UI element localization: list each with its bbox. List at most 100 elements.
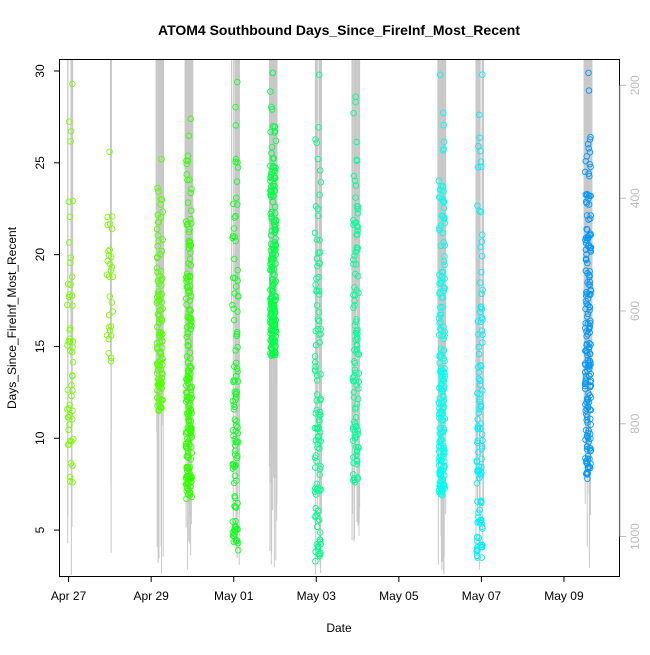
data-point bbox=[438, 277, 446, 285]
data-point bbox=[153, 370, 161, 377]
data-point bbox=[440, 335, 447, 343]
data-point bbox=[476, 207, 483, 215]
data-point bbox=[584, 259, 591, 267]
data-point bbox=[353, 451, 360, 458]
data-point bbox=[583, 200, 590, 207]
data-point bbox=[272, 349, 279, 357]
data-point bbox=[440, 442, 447, 450]
data-point bbox=[436, 359, 443, 367]
data-point bbox=[66, 326, 73, 334]
data-point bbox=[437, 460, 445, 468]
data-point bbox=[317, 463, 324, 470]
data-point bbox=[475, 350, 483, 358]
data-point bbox=[476, 425, 484, 432]
data-point bbox=[155, 358, 162, 366]
data-point bbox=[585, 87, 593, 94]
data-point bbox=[582, 324, 589, 332]
data-point bbox=[354, 427, 362, 434]
data-point bbox=[313, 406, 321, 414]
data-point bbox=[353, 460, 360, 468]
data-point bbox=[354, 330, 361, 337]
data-point bbox=[479, 331, 486, 338]
data-point bbox=[354, 272, 362, 280]
data-point bbox=[184, 481, 191, 489]
data-point bbox=[231, 492, 238, 500]
data-point bbox=[478, 268, 485, 276]
data-point bbox=[188, 207, 195, 214]
data-point bbox=[269, 155, 277, 162]
data-point bbox=[231, 363, 238, 370]
data-point bbox=[440, 369, 448, 376]
data-point bbox=[354, 474, 361, 481]
data-point bbox=[188, 449, 195, 457]
data-point bbox=[477, 304, 485, 311]
data-point bbox=[106, 293, 114, 300]
data-point bbox=[437, 242, 445, 250]
data-point bbox=[103, 332, 111, 339]
data-point bbox=[351, 366, 359, 374]
data-point bbox=[436, 351, 444, 359]
data-point bbox=[440, 284, 448, 292]
data-point bbox=[184, 444, 191, 452]
data-point bbox=[474, 164, 482, 171]
data-point bbox=[587, 286, 594, 294]
data-point bbox=[271, 309, 279, 316]
x-tick-label: May 05 bbox=[379, 589, 419, 603]
data-point bbox=[586, 455, 593, 463]
data-point bbox=[586, 136, 594, 143]
data-point bbox=[474, 437, 482, 445]
data-point bbox=[158, 374, 166, 382]
data-point bbox=[234, 378, 242, 385]
y2-tick-label: 800 bbox=[628, 413, 642, 433]
data-point bbox=[353, 400, 361, 408]
data-point bbox=[440, 323, 447, 331]
data-point bbox=[185, 237, 193, 245]
data-point bbox=[584, 234, 591, 242]
data-point bbox=[314, 507, 322, 514]
data-point bbox=[313, 275, 320, 282]
data-point bbox=[232, 122, 240, 129]
data-point bbox=[353, 316, 360, 323]
data-point bbox=[439, 109, 447, 117]
data-point bbox=[267, 344, 274, 351]
data-point bbox=[158, 276, 165, 284]
data-point bbox=[311, 366, 319, 373]
data-point bbox=[187, 242, 195, 249]
data-point bbox=[476, 381, 484, 388]
data-point bbox=[473, 537, 481, 545]
data-point bbox=[478, 445, 486, 452]
data-point bbox=[109, 308, 116, 315]
data-point bbox=[69, 387, 76, 394]
data-point bbox=[158, 248, 166, 255]
data-point bbox=[353, 223, 361, 230]
y2-tick-label: 400 bbox=[628, 188, 642, 208]
data-point bbox=[156, 291, 163, 299]
data-point bbox=[184, 341, 191, 349]
data-point bbox=[437, 370, 445, 378]
data-point bbox=[314, 316, 322, 323]
data-point bbox=[583, 443, 591, 451]
data-point bbox=[268, 143, 276, 151]
data-point bbox=[271, 187, 278, 195]
data-point bbox=[474, 544, 481, 551]
data-point bbox=[586, 365, 593, 373]
data-point bbox=[232, 212, 239, 220]
data-point bbox=[230, 479, 238, 487]
data-point bbox=[269, 345, 276, 353]
data-point bbox=[158, 155, 165, 163]
data-point bbox=[437, 309, 444, 316]
data-point bbox=[232, 427, 240, 435]
data-point bbox=[314, 205, 322, 213]
data-point bbox=[269, 322, 276, 329]
data-point bbox=[587, 319, 594, 327]
data-point bbox=[267, 128, 274, 136]
data-point bbox=[473, 547, 481, 555]
data-point bbox=[352, 348, 360, 356]
data-point bbox=[234, 164, 242, 171]
data-point bbox=[315, 425, 322, 433]
data-point bbox=[349, 374, 357, 381]
data-point bbox=[230, 526, 238, 534]
data-point bbox=[269, 276, 276, 283]
data-point bbox=[477, 362, 484, 369]
